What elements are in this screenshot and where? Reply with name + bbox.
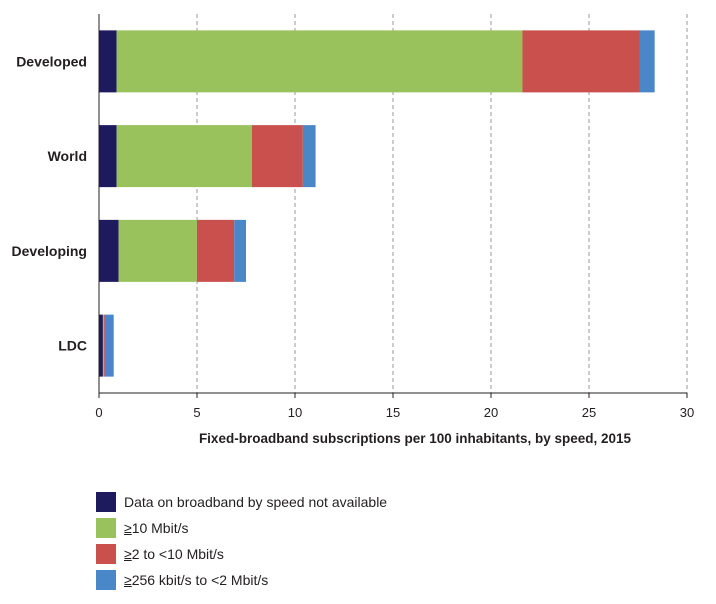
bar-segment <box>251 125 303 188</box>
x-tick-label: 15 <box>386 405 400 420</box>
x-ticks: 0 5 10 15 20 25 30 <box>95 393 694 420</box>
x-tick-label: 20 <box>484 405 498 420</box>
bar-segment <box>234 219 246 282</box>
x-tick-label: 5 <box>193 405 200 420</box>
bar-segment <box>118 219 197 282</box>
x-axis-title: Fixed-broadband subscriptions per 100 in… <box>199 431 632 446</box>
category-label: World <box>48 148 87 164</box>
bar-segment <box>99 219 119 282</box>
bar-segment <box>639 30 655 93</box>
category-label: Developed <box>16 53 87 69</box>
bar-segment <box>104 314 114 377</box>
legend-label: ≥256 kbit/s to <2 Mbit/s <box>124 572 268 588</box>
bar-segment <box>102 314 104 377</box>
bar-segment <box>99 125 117 188</box>
legend-label-rest: 10 Mbit/s <box>131 520 189 536</box>
bar-segment <box>99 314 103 377</box>
category-label: Developing <box>12 243 87 259</box>
legend-label: ≥10 Mbit/s <box>124 520 189 536</box>
legend-label-prefix: ≥ <box>124 546 132 562</box>
x-tick-label: 30 <box>680 405 694 420</box>
bar-segment <box>522 30 640 93</box>
legend-item-2-to-10mbit: ≥2 to <10 Mbit/s <box>96 541 387 567</box>
x-tick-label: 0 <box>95 405 102 420</box>
legend-item-not-available: Data on broadband by speed not available <box>96 489 387 515</box>
legend-label-rest: 2 to <10 Mbit/s <box>131 546 224 562</box>
legend-swatch <box>96 492 116 512</box>
bar-segment <box>302 125 316 188</box>
legend-swatch <box>96 544 116 564</box>
bars <box>99 30 655 377</box>
x-tick-label: 10 <box>288 405 302 420</box>
legend-label-prefix: ≥ <box>124 520 132 536</box>
bar-segment <box>197 219 235 282</box>
bar-segment <box>116 125 252 188</box>
x-tick-label: 25 <box>582 405 596 420</box>
legend-label: ≥2 to <10 Mbit/s <box>124 546 224 562</box>
legend-label: Data on broadband by speed not available <box>124 494 388 510</box>
bar-segment <box>116 30 523 93</box>
legend-swatch <box>96 518 116 538</box>
legend: Data on broadband by speed not available… <box>96 489 387 593</box>
legend-item-10mbit: ≥10 Mbit/s <box>96 515 387 541</box>
bar-segment <box>99 30 117 93</box>
category-labels: Developed World Developing LDC <box>12 53 87 353</box>
legend-swatch <box>96 570 116 590</box>
category-label: LDC <box>58 338 87 354</box>
legend-label-prefix: ≥ <box>124 572 132 588</box>
legend-label-rest: 256 kbit/s to <2 Mbit/s <box>131 572 269 588</box>
stacked-bar-chart: 0 5 10 15 20 25 30 Developed World Developing LDC… <box>12 14 694 446</box>
bar-segment <box>103 314 105 377</box>
legend-item-256kbit-to-2mbit: ≥256 kbit/s to <2 Mbit/s <box>96 567 387 593</box>
